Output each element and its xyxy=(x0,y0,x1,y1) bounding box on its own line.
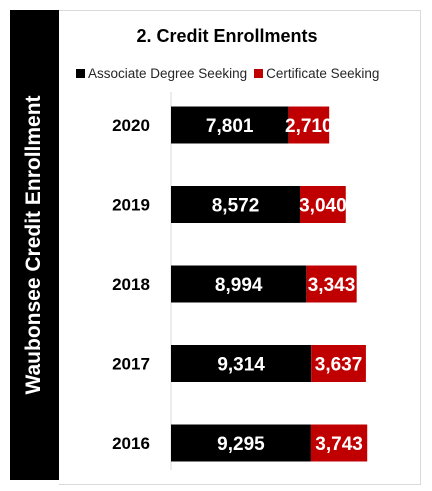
chart-title: 2. Credit Enrollments xyxy=(136,26,318,46)
data-label-certificate-seeking-2016: 3,743 xyxy=(315,434,363,455)
bar-certificate-seeking-2016 xyxy=(310,424,368,462)
legend-label-associate: Associate Degree Seeking xyxy=(88,66,248,81)
data-label-associate-degree-seeking-2018: 8,994 xyxy=(215,275,263,296)
bar-associate-degree-seeking-2018 xyxy=(171,265,307,303)
data-label-certificate-seeking-2020: 2,710 xyxy=(285,116,333,137)
data-label-certificate-seeking-2019: 3,040 xyxy=(299,196,347,217)
bar-associate-degree-seeking-2020 xyxy=(171,106,289,144)
data-label-certificate-seeking-2018: 3,343 xyxy=(308,275,356,296)
side-title-band xyxy=(10,10,59,480)
data-label-associate-degree-seeking-2017: 9,314 xyxy=(217,355,265,376)
y-tick-label-2019: 2019 xyxy=(112,196,150,215)
chart-panel xyxy=(59,10,421,485)
chart-legend: Associate Degree Seeking Certificate See… xyxy=(76,66,386,81)
legend-swatch-associate xyxy=(76,69,85,78)
data-label-associate-degree-seeking-2019: 8,572 xyxy=(212,196,260,217)
data-label-certificate-seeking-2017: 3,637 xyxy=(315,355,363,376)
bar-certificate-seeking-2019 xyxy=(300,186,346,223)
y-tick-label-2020: 2020 xyxy=(112,116,150,135)
legend-item-certificate: Certificate Seeking xyxy=(254,66,379,81)
bar-associate-degree-seeking-2016 xyxy=(171,424,311,462)
bar-associate-degree-seeking-2019 xyxy=(171,186,301,223)
bar-associate-degree-seeking-2017 xyxy=(171,345,312,382)
y-tick-label-2016: 2016 xyxy=(112,434,150,453)
bar-certificate-seeking-2018 xyxy=(306,265,357,303)
bar-certificate-seeking-2020 xyxy=(288,106,330,144)
data-label-associate-degree-seeking-2020: 7,801 xyxy=(206,116,254,137)
legend-item-associate: Associate Degree Seeking xyxy=(76,66,247,81)
y-tick-label-2017: 2017 xyxy=(112,355,150,374)
legend-swatch-certificate xyxy=(254,69,264,78)
legend-label-certificate: Certificate Seeking xyxy=(266,66,380,81)
bar-certificate-seeking-2017 xyxy=(311,345,366,382)
data-label-associate-degree-seeking-2016: 9,295 xyxy=(217,434,265,455)
y-tick-label-2018: 2018 xyxy=(112,275,150,294)
